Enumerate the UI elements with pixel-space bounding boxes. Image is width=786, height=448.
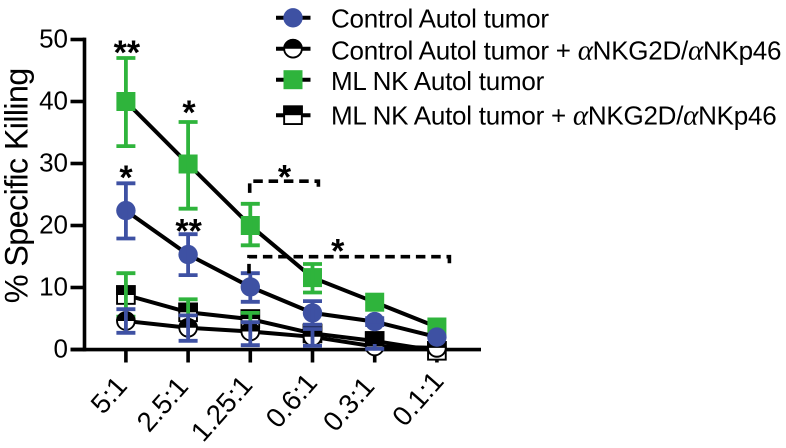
svg-text:0: 0 <box>54 334 68 364</box>
svg-text:20: 20 <box>39 210 68 240</box>
svg-text:*: * <box>331 233 345 271</box>
svg-text:40: 40 <box>39 86 68 116</box>
svg-text:*: * <box>278 158 292 196</box>
svg-text:*: * <box>119 159 133 197</box>
svg-text:% Specific Killing: % Specific Killing <box>0 68 35 303</box>
svg-text:ML NK Autol tumor: ML NK Autol tumor <box>331 66 545 96</box>
svg-text:Control Autol tumor + αNKG2D/α: Control Autol tumor + αNKG2D/αNKp46 <box>331 35 781 67</box>
svg-text:50: 50 <box>39 24 68 54</box>
svg-text:10: 10 <box>39 272 68 302</box>
svg-text:**: ** <box>175 213 202 251</box>
svg-text:*: * <box>182 94 196 132</box>
svg-text:**: ** <box>114 34 141 72</box>
svg-text:Control Autol tumor: Control Autol tumor <box>331 3 549 33</box>
svg-text:ML NK Autol tumor + αNKG2D/αNK: ML NK Autol tumor + αNKG2D/αNKp46 <box>331 100 776 132</box>
svg-text:30: 30 <box>39 148 68 178</box>
